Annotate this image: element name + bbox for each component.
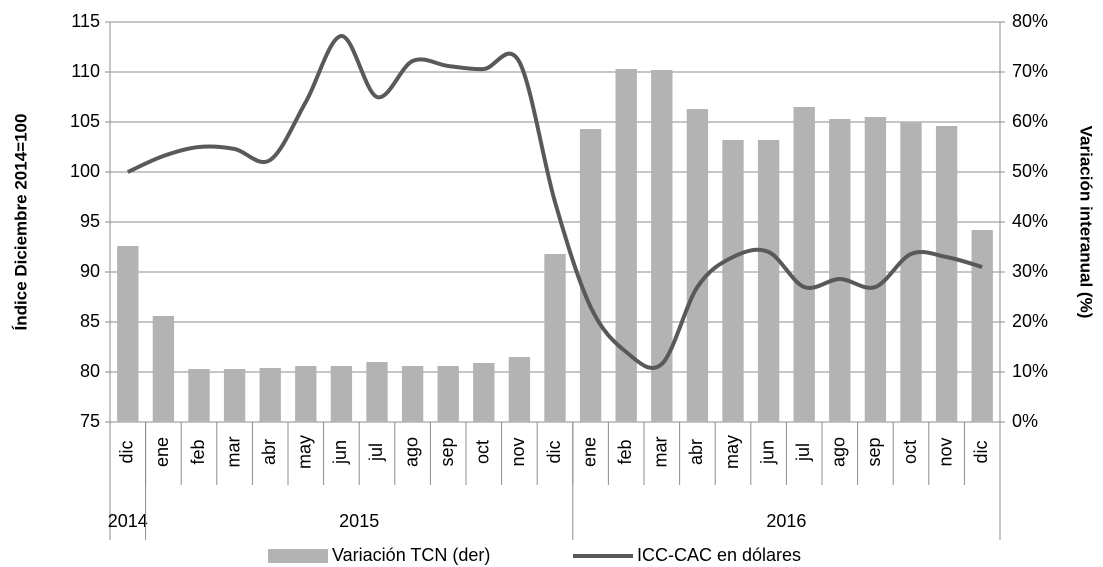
y2-tick-label: 30%	[1012, 261, 1048, 281]
bar	[722, 140, 744, 422]
y2-tick-label: 80%	[1012, 11, 1048, 31]
x-tick-label: mar	[223, 436, 243, 467]
y2-tick-label: 60%	[1012, 111, 1048, 131]
y-tick-label: 105	[70, 111, 100, 131]
y2-tick-label: 0%	[1012, 411, 1038, 431]
x-tick-label: sep	[437, 437, 457, 466]
y2-tick-label: 20%	[1012, 311, 1048, 331]
x-tick-label: may	[722, 435, 742, 469]
bar	[544, 254, 566, 422]
bar	[971, 230, 993, 422]
bar	[437, 366, 459, 422]
y-tick-label: 110	[71, 61, 100, 81]
y2-tick-label: 40%	[1012, 211, 1048, 231]
group-label: 2016	[766, 511, 806, 531]
y-tick-label: 95	[80, 211, 100, 231]
y-tick-label: 85	[80, 311, 100, 331]
x-tick-label: jul	[366, 443, 386, 462]
x-tick-label: jun	[757, 440, 777, 465]
y-tick-label: 115	[71, 11, 100, 31]
legend-swatch	[268, 549, 328, 563]
group-label: 2015	[339, 511, 379, 531]
x-tick-label: feb	[188, 439, 208, 464]
x-tick-label: ene	[579, 437, 599, 467]
x-tick-label: nov	[508, 437, 528, 466]
legend-label: Variación TCN (der)	[332, 545, 490, 565]
y-tick-label: 100	[70, 161, 100, 181]
x-tick-label: mar	[651, 436, 671, 467]
bar	[508, 357, 531, 422]
bar	[793, 107, 815, 422]
bar	[686, 109, 709, 422]
bar	[366, 362, 388, 422]
bar	[330, 366, 353, 422]
bar	[829, 119, 851, 422]
y-tick-label: 75	[80, 411, 100, 431]
y2-axis-title: Variación interanual (%)	[1077, 126, 1096, 319]
x-tick-label: nov	[935, 437, 955, 466]
bar	[651, 70, 673, 422]
bar	[152, 316, 175, 422]
bar	[401, 366, 424, 422]
y2-tick-label: 70%	[1012, 61, 1048, 81]
x-tick-label: dic	[544, 440, 564, 463]
bar	[757, 140, 780, 422]
x-tick-label: dic	[117, 440, 137, 463]
bar	[259, 368, 281, 422]
bar	[473, 363, 495, 422]
bar	[223, 369, 246, 422]
x-tick-label: oct	[900, 440, 920, 464]
legend-label: ICC-CAC en dólares	[637, 545, 801, 565]
x-tick-label: ene	[152, 437, 172, 467]
x-tick-label: ago	[401, 437, 421, 467]
x-tick-label: abr	[686, 439, 706, 465]
x-tick-label: jun	[330, 440, 350, 465]
x-tick-label: may	[295, 435, 315, 469]
y-axis-title: Índice Diciembre 2014=100	[11, 114, 30, 331]
x-tick-label: feb	[615, 439, 635, 464]
line	[126, 34, 983, 371]
x-tick-label: abr	[259, 439, 279, 465]
y2-tick-label: 10%	[1012, 361, 1048, 381]
bar	[117, 246, 139, 422]
bar	[900, 122, 922, 422]
group-label: 2014	[108, 511, 148, 531]
bar	[579, 129, 602, 422]
x-tick-label: jul	[793, 443, 813, 462]
x-tick-label: sep	[864, 437, 884, 466]
bar	[864, 117, 887, 422]
bar	[615, 69, 637, 422]
bar	[188, 369, 210, 422]
y-tick-label: 90	[80, 261, 100, 281]
bar	[935, 126, 958, 422]
x-tick-label: dic	[971, 440, 991, 463]
x-tick-label: ago	[829, 437, 849, 467]
y-tick-label: 80	[80, 361, 100, 381]
y2-tick-label: 50%	[1012, 161, 1048, 181]
x-tick-label: oct	[473, 440, 493, 464]
bar	[295, 366, 317, 422]
